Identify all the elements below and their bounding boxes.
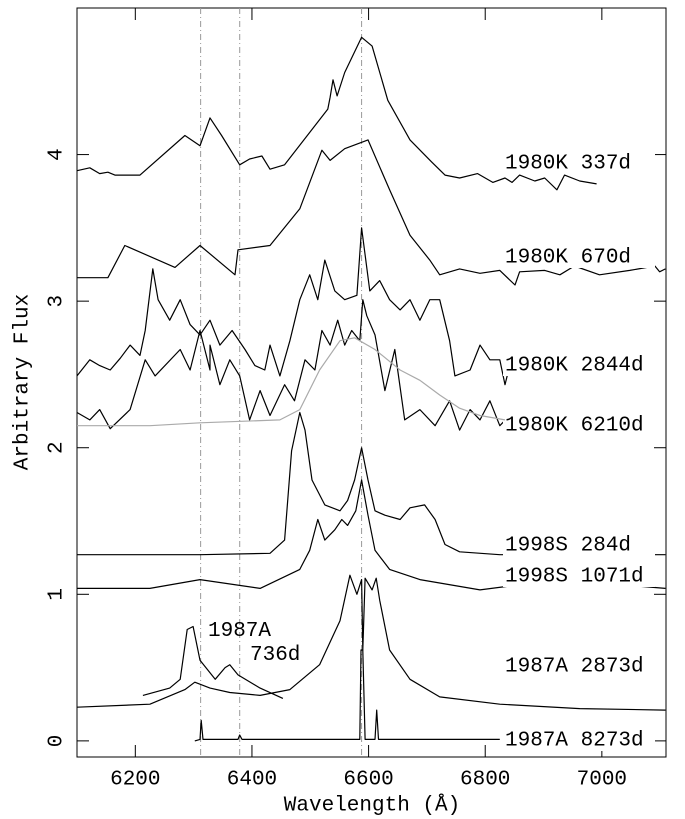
x-tick-label: 6800 <box>460 769 510 792</box>
series-label: 1987A 2873d <box>505 656 644 679</box>
label-bg <box>503 354 655 376</box>
series-label: 1987A 8273d <box>505 730 644 753</box>
spectrum-line <box>142 625 284 699</box>
series-label: 1980K 337d <box>505 153 631 176</box>
spectrum-line <box>77 411 666 556</box>
label-bg <box>503 729 655 751</box>
spectrum-line <box>77 479 666 591</box>
series-label: 1980K 2844d <box>505 355 644 378</box>
label-bg <box>503 655 655 677</box>
y-tick-label: 0 <box>46 735 69 748</box>
y-tick-label: 2 <box>46 441 69 454</box>
x-tick-label: 6400 <box>227 769 277 792</box>
label-bg <box>503 565 655 587</box>
x-axis-label: Wavelength (Å) <box>284 795 460 818</box>
spectrum-line <box>77 337 506 427</box>
series-label: 1980K 670d <box>505 247 631 270</box>
label-bg <box>503 414 655 436</box>
y-axis-label: Arbitrary Flux <box>12 294 35 470</box>
x-tick-label: 7000 <box>577 769 627 792</box>
series-label: 1998S 284d <box>505 535 631 558</box>
label-bg <box>503 152 655 174</box>
spectrum-line <box>76 36 597 191</box>
y-tick-label: 3 <box>46 295 69 308</box>
x-tick-label: 6600 <box>343 769 393 792</box>
series-label: 1998S 1071d <box>505 566 644 589</box>
y-tick-label: 1 <box>46 588 69 601</box>
spectrum-line <box>194 649 500 742</box>
x-tick-label: 6200 <box>110 769 160 792</box>
series-label: 1980K 6210d <box>505 415 644 438</box>
plot-frame <box>76 7 667 758</box>
spectrum-line <box>76 227 511 386</box>
spectrum-line <box>76 574 666 711</box>
label-bg <box>503 246 655 268</box>
y-tick-label: 4 <box>46 148 69 161</box>
label-bg <box>503 534 655 556</box>
spectrum-line <box>76 299 511 431</box>
series-label: 1987A 736d <box>208 620 301 667</box>
